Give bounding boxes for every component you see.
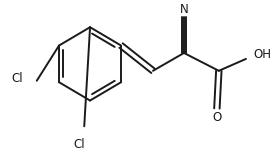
Text: OH: OH: [254, 49, 272, 61]
Text: N: N: [179, 3, 188, 16]
Text: Cl: Cl: [74, 138, 85, 151]
Text: O: O: [212, 111, 221, 124]
Text: Cl: Cl: [12, 72, 23, 85]
